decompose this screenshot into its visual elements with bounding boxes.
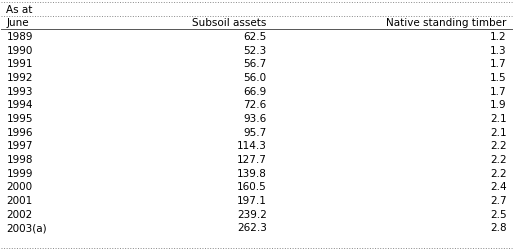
Text: 1993: 1993 — [7, 87, 33, 97]
Text: 160.5: 160.5 — [237, 183, 267, 192]
Text: Native standing timber: Native standing timber — [386, 18, 506, 28]
Text: 262.3: 262.3 — [237, 223, 267, 234]
Text: 1.3: 1.3 — [490, 46, 506, 56]
Text: 1990: 1990 — [7, 46, 33, 56]
Text: 2002: 2002 — [7, 210, 33, 220]
Text: 127.7: 127.7 — [237, 155, 267, 165]
Text: 1.9: 1.9 — [490, 100, 506, 110]
Text: 2.7: 2.7 — [490, 196, 506, 206]
Text: 1994: 1994 — [7, 100, 33, 110]
Text: 2.2: 2.2 — [490, 155, 506, 165]
Text: Subsoil assets: Subsoil assets — [192, 18, 267, 28]
Text: 1.7: 1.7 — [490, 87, 506, 97]
Text: 1992: 1992 — [7, 73, 33, 83]
Text: 95.7: 95.7 — [244, 128, 267, 138]
Text: 1995: 1995 — [7, 114, 33, 124]
Text: 2.8: 2.8 — [490, 223, 506, 234]
Text: 56.0: 56.0 — [244, 73, 267, 83]
Text: 1997: 1997 — [7, 141, 33, 151]
Text: 1.7: 1.7 — [490, 59, 506, 69]
Text: 52.3: 52.3 — [244, 46, 267, 56]
Text: 1996: 1996 — [7, 128, 33, 138]
Text: 1.5: 1.5 — [490, 73, 506, 83]
Text: 1991: 1991 — [7, 59, 33, 69]
Text: 1989: 1989 — [7, 32, 33, 42]
Text: 72.6: 72.6 — [244, 100, 267, 110]
Text: 2.1: 2.1 — [490, 128, 506, 138]
Text: 2.1: 2.1 — [490, 114, 506, 124]
Text: 2.5: 2.5 — [490, 210, 506, 220]
Text: 197.1: 197.1 — [237, 196, 267, 206]
Text: 56.7: 56.7 — [244, 59, 267, 69]
Text: As at: As at — [7, 4, 33, 15]
Text: 114.3: 114.3 — [237, 141, 267, 151]
Text: 2.4: 2.4 — [490, 183, 506, 192]
Text: 1998: 1998 — [7, 155, 33, 165]
Text: 239.2: 239.2 — [237, 210, 267, 220]
Text: 2001: 2001 — [7, 196, 33, 206]
Text: 1999: 1999 — [7, 169, 33, 179]
Text: 2.2: 2.2 — [490, 141, 506, 151]
Text: 2003(a): 2003(a) — [7, 223, 47, 234]
Text: 2.2: 2.2 — [490, 169, 506, 179]
Text: 62.5: 62.5 — [244, 32, 267, 42]
Text: 139.8: 139.8 — [237, 169, 267, 179]
Text: June: June — [7, 18, 29, 28]
Text: 1.2: 1.2 — [490, 32, 506, 42]
Text: 66.9: 66.9 — [244, 87, 267, 97]
Text: 2000: 2000 — [7, 183, 33, 192]
Text: 93.6: 93.6 — [244, 114, 267, 124]
